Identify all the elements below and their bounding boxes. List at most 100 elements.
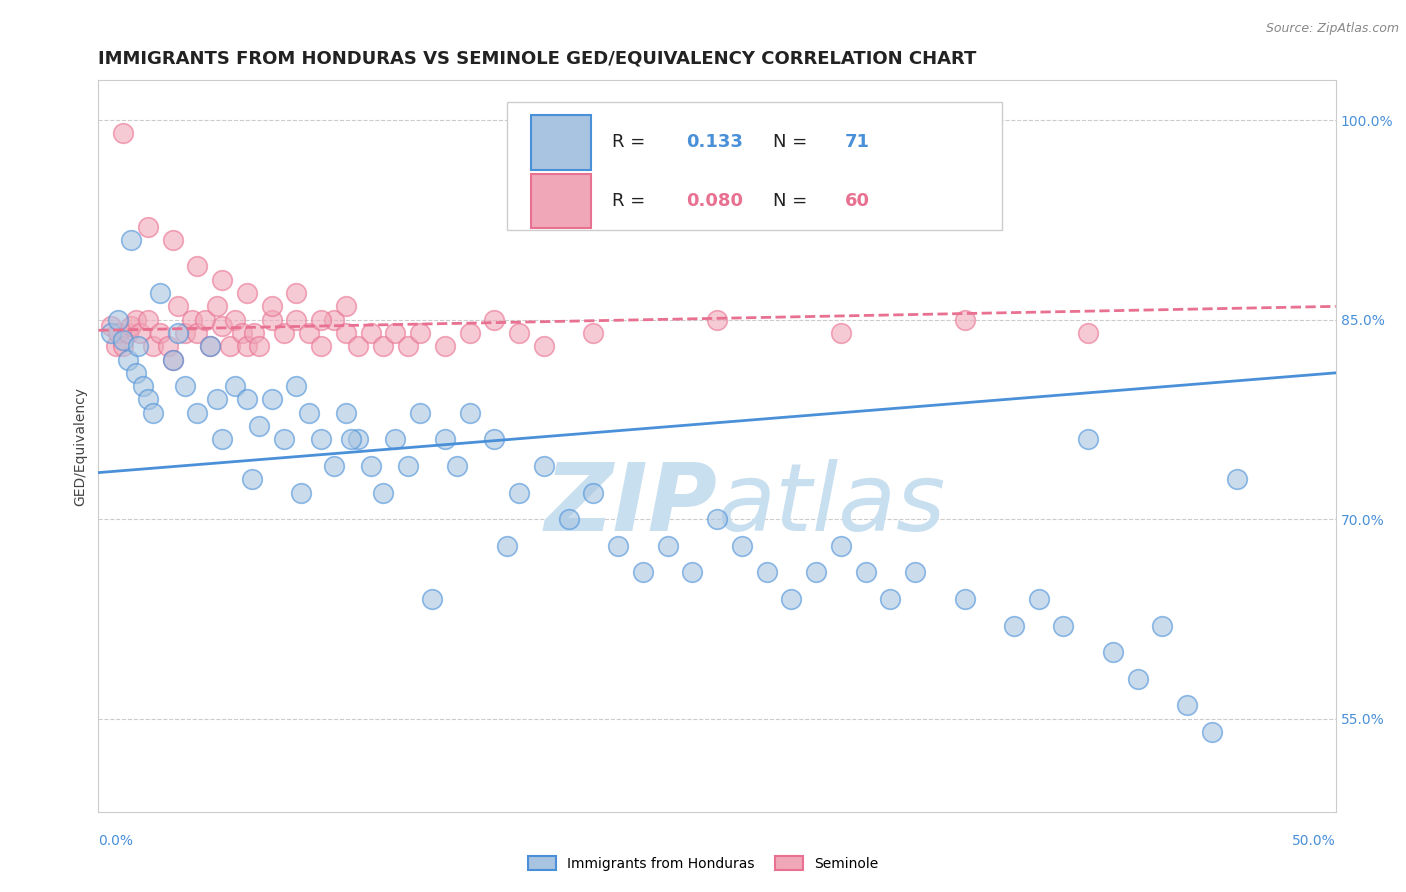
Point: [309, 312, 332, 326]
Point: [298, 406, 321, 420]
Point: [166, 299, 188, 313]
Text: IMMIGRANTS FROM HONDURAS VS SEMINOLE GED/EQUIVALENCY CORRELATION CHART: IMMIGRANTS FROM HONDURAS VS SEMINOLE GED…: [98, 50, 977, 68]
Point: [117, 352, 139, 367]
Point: [117, 326, 139, 340]
Point: [236, 392, 259, 407]
Text: ZIP: ZIP: [544, 458, 717, 550]
Point: [309, 433, 332, 447]
Text: R =: R =: [612, 134, 651, 152]
Point: [205, 392, 228, 407]
Point: [112, 333, 135, 347]
Point: [433, 433, 456, 447]
Point: [830, 326, 852, 340]
Point: [104, 339, 127, 353]
Text: atlas: atlas: [717, 459, 945, 550]
Point: [236, 339, 259, 353]
Point: [371, 339, 394, 353]
Legend: Immigrants from Honduras, Seminole: Immigrants from Honduras, Seminole: [522, 850, 884, 876]
Point: [260, 312, 283, 326]
Point: [285, 312, 308, 326]
Point: [136, 219, 159, 234]
Point: [755, 566, 778, 580]
Point: [211, 319, 233, 334]
Point: [422, 591, 444, 606]
Point: [371, 485, 394, 500]
Point: [347, 339, 370, 353]
Text: Source: ZipAtlas.com: Source: ZipAtlas.com: [1265, 22, 1399, 36]
Point: [484, 433, 506, 447]
Point: [681, 566, 703, 580]
Point: [149, 326, 172, 340]
Point: [290, 485, 312, 500]
Point: [360, 458, 382, 473]
Point: [205, 299, 228, 313]
Point: [107, 312, 129, 326]
Point: [1201, 725, 1223, 739]
Point: [236, 286, 259, 301]
Point: [260, 392, 283, 407]
Point: [706, 512, 728, 526]
Point: [731, 539, 754, 553]
Point: [285, 286, 308, 301]
Point: [360, 326, 382, 340]
Point: [335, 326, 357, 340]
Point: [1052, 618, 1074, 632]
Point: [174, 326, 197, 340]
Point: [1028, 591, 1050, 606]
Point: [112, 339, 135, 353]
Point: [142, 406, 165, 420]
Text: N =: N =: [773, 192, 813, 210]
Point: [1126, 672, 1149, 686]
Point: [409, 326, 432, 340]
Point: [309, 339, 332, 353]
Point: [166, 326, 188, 340]
Point: [1077, 326, 1099, 340]
Point: [631, 566, 654, 580]
Point: [247, 339, 270, 353]
Point: [136, 312, 159, 326]
Text: 60: 60: [845, 192, 869, 210]
Point: [533, 339, 555, 353]
Point: [162, 233, 184, 247]
Text: 0.080: 0.080: [686, 192, 744, 210]
Point: [198, 339, 221, 353]
Point: [100, 326, 122, 340]
Point: [508, 485, 530, 500]
Point: [129, 326, 152, 340]
Point: [273, 433, 295, 447]
Text: 0.0%: 0.0%: [98, 834, 134, 848]
Point: [340, 433, 363, 447]
Text: 71: 71: [845, 134, 869, 152]
Text: N =: N =: [773, 134, 813, 152]
Point: [112, 127, 135, 141]
Point: [120, 319, 142, 334]
Point: [607, 539, 630, 553]
Point: [124, 366, 146, 380]
Point: [780, 591, 803, 606]
Point: [322, 458, 344, 473]
Point: [218, 339, 240, 353]
Point: [533, 458, 555, 473]
Point: [224, 379, 246, 393]
Point: [953, 312, 976, 326]
Text: 50.0%: 50.0%: [1292, 834, 1336, 848]
Point: [273, 326, 295, 340]
Point: [508, 326, 530, 340]
Point: [142, 339, 165, 353]
Point: [582, 485, 605, 500]
Point: [495, 539, 517, 553]
Point: [458, 326, 481, 340]
Point: [156, 339, 179, 353]
Point: [181, 312, 204, 326]
Point: [396, 339, 419, 353]
Point: [107, 326, 129, 340]
Point: [1077, 433, 1099, 447]
Point: [231, 326, 253, 340]
Point: [120, 233, 142, 247]
Point: [446, 458, 468, 473]
Point: [186, 326, 208, 340]
Point: [162, 352, 184, 367]
Point: [243, 326, 266, 340]
Point: [186, 260, 208, 274]
Point: [247, 419, 270, 434]
